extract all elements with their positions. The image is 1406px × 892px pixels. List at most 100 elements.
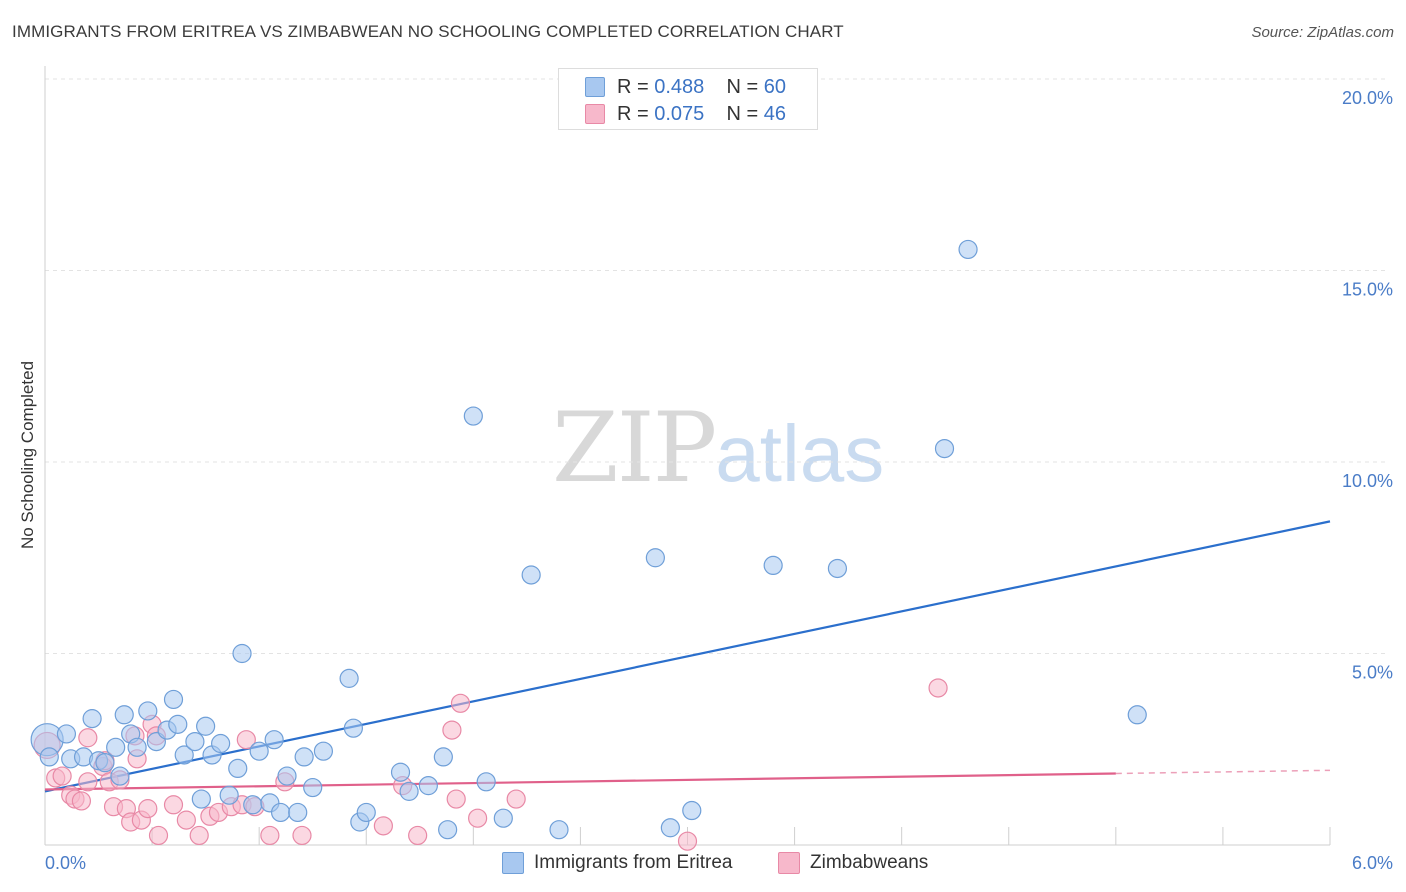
eritrea-point bbox=[127, 737, 147, 757]
zimbabweans-point bbox=[260, 825, 280, 846]
eritrea-point bbox=[163, 689, 184, 710]
zimbabweans-swatch bbox=[585, 104, 605, 124]
eritrea-point bbox=[106, 737, 126, 757]
eritrea-point bbox=[934, 438, 955, 459]
eritrea-point bbox=[521, 565, 541, 585]
eritrea-point bbox=[196, 716, 216, 736]
zimbabweans-trend-extension bbox=[1115, 769, 1331, 775]
zimbabweans-point bbox=[408, 825, 428, 846]
eritrea-point bbox=[168, 714, 188, 734]
eritrea-point bbox=[493, 808, 513, 828]
y-axis-label: No Schooling Completed bbox=[18, 360, 37, 550]
legend-label-zimbabweans: Zimbabweans bbox=[810, 852, 929, 874]
eritrea-point bbox=[476, 772, 496, 792]
eritrea-point bbox=[399, 781, 419, 801]
zimbabweans-legend-swatch bbox=[778, 852, 800, 874]
zimbabweans-point bbox=[236, 730, 256, 750]
eritrea-point bbox=[660, 818, 680, 838]
stats-legend: R = 0.488 N = 60 R = 0.075 N = 46 bbox=[558, 68, 818, 130]
eritrea-point bbox=[294, 747, 314, 767]
eritrea-point bbox=[110, 766, 130, 786]
eritrea-swatch bbox=[585, 77, 605, 97]
zimbabweans-point bbox=[442, 720, 462, 740]
zimbabweans-trend-line bbox=[44, 772, 1116, 791]
eritrea-point bbox=[645, 548, 665, 568]
zimbabweans-point bbox=[446, 789, 466, 809]
eritrea-point bbox=[277, 766, 297, 786]
n-value: 60 bbox=[763, 76, 787, 98]
zimbabweans-point bbox=[163, 795, 184, 815]
eritrea-point bbox=[288, 802, 308, 823]
zimbabweans-point bbox=[148, 825, 169, 846]
eritrea-point bbox=[56, 724, 77, 744]
eritrea-point bbox=[174, 745, 194, 765]
zimbabweans-point bbox=[928, 678, 948, 698]
eritrea-point bbox=[390, 762, 411, 782]
eritrea-point bbox=[191, 789, 211, 809]
eritrea-point bbox=[249, 741, 269, 761]
eritrea-point bbox=[958, 239, 978, 260]
source-label: Source: ZipAtlas.com bbox=[1251, 24, 1394, 41]
zimbabweans-point bbox=[189, 825, 209, 846]
n-value: 46 bbox=[763, 103, 787, 125]
eritrea-point bbox=[682, 800, 702, 821]
gridlines bbox=[45, 78, 1385, 654]
y-tick-label: 15.0% bbox=[1342, 280, 1393, 300]
eritrea-point bbox=[264, 730, 284, 750]
eritrea-point bbox=[232, 643, 252, 664]
zimbabweans-point bbox=[292, 825, 312, 846]
zimbabweans-point bbox=[78, 728, 98, 748]
zimbabweans-point bbox=[677, 831, 698, 851]
eritrea-point bbox=[433, 747, 453, 767]
watermark-zip: ZIP bbox=[552, 392, 717, 504]
data-points bbox=[30, 239, 1147, 851]
y-tick-label: 10.0% bbox=[1342, 471, 1393, 491]
legend-item-eritrea: Immigrants from Eritrea bbox=[502, 852, 732, 876]
eritrea-point bbox=[185, 731, 205, 752]
y-tick-label: 20.0% bbox=[1342, 88, 1393, 108]
zimbabweans-point bbox=[176, 810, 196, 830]
legend-label-eritrea: Immigrants from Eritrea bbox=[534, 852, 733, 874]
eritrea-point bbox=[95, 753, 115, 773]
eritrea-point bbox=[39, 747, 59, 767]
zimbabweans-point bbox=[71, 791, 92, 811]
r-value: 0.075 bbox=[654, 103, 705, 125]
eritrea-point bbox=[356, 802, 376, 823]
eritrea-point bbox=[243, 795, 263, 815]
eritrea-point bbox=[303, 777, 323, 798]
y-tick-label: 5.0% bbox=[1352, 663, 1393, 683]
eritrea-point bbox=[463, 406, 483, 426]
eritrea-point bbox=[219, 785, 239, 805]
zimbabweans-point bbox=[468, 808, 488, 828]
eritrea-point bbox=[339, 668, 359, 688]
legend-item-zimbabweans: Zimbabweans bbox=[778, 852, 928, 876]
n-label: N = bbox=[726, 76, 764, 98]
eritrea-point bbox=[418, 776, 438, 796]
eritrea-legend-swatch bbox=[502, 852, 524, 874]
eritrea-point bbox=[211, 733, 231, 754]
zimbabweans-point bbox=[506, 789, 526, 809]
eritrea-point bbox=[827, 558, 848, 579]
eritrea-point bbox=[82, 709, 102, 729]
eritrea-point bbox=[1127, 705, 1147, 725]
eritrea-point bbox=[270, 802, 291, 823]
eritrea-point bbox=[549, 820, 569, 840]
eritrea-point bbox=[114, 705, 134, 725]
r-label: R = bbox=[617, 76, 655, 98]
eritrea-point bbox=[763, 555, 783, 576]
zimbabweans-point bbox=[52, 766, 72, 786]
eritrea-point bbox=[313, 741, 334, 761]
x-tick-label: 6.0% bbox=[1352, 853, 1393, 873]
tick-labels: 5.0% 10.0% 15.0% 20.0% 0.0% 6.0% bbox=[45, 88, 1393, 873]
chart-title: IMMIGRANTS FROM ERITREA VS ZIMBABWEAN NO… bbox=[12, 22, 844, 41]
x-tick-label: 0.0% bbox=[45, 853, 86, 873]
eritrea-point bbox=[228, 758, 248, 779]
eritrea-point bbox=[343, 718, 363, 738]
axes bbox=[44, 66, 1331, 846]
eritrea-point bbox=[438, 820, 458, 840]
zimbabweans-point bbox=[78, 772, 98, 792]
r-label: R = bbox=[617, 103, 655, 125]
zimbabweans-point bbox=[373, 816, 393, 836]
zimbabweans-point bbox=[450, 693, 471, 713]
